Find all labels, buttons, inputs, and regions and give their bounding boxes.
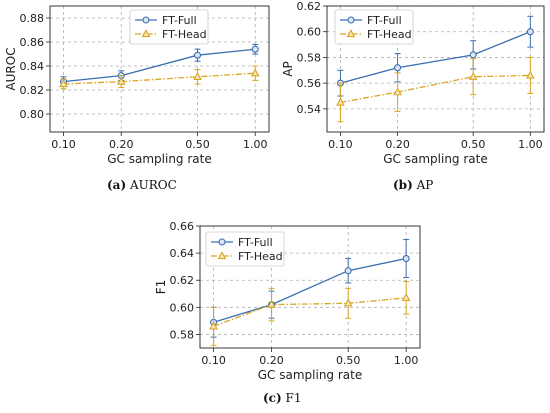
x-axis-label: GC sampling rate xyxy=(383,152,487,166)
legend-marker xyxy=(141,29,151,38)
series-line xyxy=(213,257,407,323)
caption-auroc: (a) AUROC xyxy=(107,178,177,192)
chart-auroc-svg: 0.80 0.82 0.84 0.86 0.88 0.10 0.20 0.50 1.00 GC s… xyxy=(4,5,270,166)
data-point xyxy=(401,293,411,301)
y-tick-label: 0.58 xyxy=(170,328,195,341)
caption-tag: (c) xyxy=(263,391,282,405)
x-axis-label: GC sampling rate xyxy=(107,152,211,166)
y-tick-label: 0.82 xyxy=(20,84,45,97)
x-tick-label: 1.00 xyxy=(243,138,268,151)
legend-marker xyxy=(142,16,150,24)
caption-ap: (b) AP xyxy=(393,178,433,192)
x-tick-label: 0.10 xyxy=(201,354,226,367)
caption-text: AUROC xyxy=(129,178,177,192)
caption-tag: (b) xyxy=(393,178,413,192)
series-line xyxy=(63,72,256,85)
chart-ap: 0.54 0.56 0.58 0.60 0.62 0.10 0.20 0.50 1.00 GC s… xyxy=(277,0,550,166)
data-point xyxy=(393,87,402,96)
x-tick-label: 0.20 xyxy=(385,138,410,151)
data-point xyxy=(343,298,353,307)
data-point xyxy=(59,79,68,88)
y-tick-label: 0.86 xyxy=(20,36,45,49)
y-tick-label: 0.58 xyxy=(297,51,322,64)
y-axis-label: AUROC xyxy=(4,47,18,90)
y-axis-label: F1 xyxy=(154,280,168,295)
legend-label: FT-Head xyxy=(238,250,283,263)
data-point xyxy=(469,51,477,59)
legend-marker xyxy=(218,238,226,246)
data-point xyxy=(468,71,478,80)
chart-f1-svg: 0.58 0.60 0.62 0.64 0.66 0.10 0.20 0.50 1.00 GC s… xyxy=(154,220,421,382)
x-tick-label: 0.20 xyxy=(109,138,134,151)
data-point xyxy=(394,64,402,72)
legend-label: FT-Full xyxy=(162,14,197,27)
data-point xyxy=(336,97,345,106)
x-tick-label: 0.10 xyxy=(51,138,76,151)
legend-label: FT-Head xyxy=(162,28,207,41)
data-point xyxy=(116,76,126,85)
y-tick-label: 0.62 xyxy=(170,274,195,287)
y-tick-label: 0.60 xyxy=(170,301,195,314)
y-tick-label: 0.56 xyxy=(297,77,322,90)
data-point xyxy=(402,254,410,263)
plot-frame xyxy=(326,5,545,133)
data-point xyxy=(526,28,534,36)
x-tick-label: 0.50 xyxy=(336,354,361,367)
data-point xyxy=(344,267,352,275)
data-point xyxy=(193,72,202,80)
y-tick-label: 0.62 xyxy=(297,0,322,13)
y-tick-label: 0.60 xyxy=(297,26,322,39)
legend-label: FT-Head xyxy=(367,28,412,41)
series-line xyxy=(340,74,531,104)
y-tick-label: 0.54 xyxy=(297,103,322,116)
legend-label: FT-Full xyxy=(367,14,402,27)
chart-auroc: 0.80 0.82 0.84 0.86 0.88 0.10 0.20 0.50 1.00 GC s… xyxy=(0,0,275,166)
legend-box xyxy=(205,231,285,267)
y-tick-label: 0.88 xyxy=(20,12,45,25)
data-point xyxy=(193,51,202,59)
y-tick-label: 0.80 xyxy=(20,108,45,121)
legend-box xyxy=(129,9,209,45)
series-line xyxy=(213,297,407,327)
data-point xyxy=(209,321,218,330)
y-tick-label: 0.66 xyxy=(170,220,195,233)
data-point xyxy=(267,299,276,308)
legend-box xyxy=(334,9,414,45)
data-point xyxy=(250,68,260,77)
legend-marker xyxy=(346,29,356,38)
chart-ap-svg: 0.54 0.56 0.58 0.60 0.62 0.10 0.20 0.50 1.00 GC s… xyxy=(281,0,545,166)
caption-text: F1 xyxy=(285,391,302,405)
y-tick-label: 0.64 xyxy=(170,247,195,260)
series-line xyxy=(340,31,531,84)
x-tick-label: 0.50 xyxy=(461,138,486,151)
legend-label: FT-Full xyxy=(238,236,273,249)
data-point xyxy=(251,45,259,53)
legend-marker xyxy=(217,251,227,260)
caption-f1: (c) F1 xyxy=(263,391,301,405)
legend-marker xyxy=(347,16,355,24)
x-tick-label: 0.20 xyxy=(259,354,284,367)
plot-frame xyxy=(49,5,270,133)
y-tick-label: 0.84 xyxy=(20,60,45,73)
series-line xyxy=(63,48,256,83)
plot-frame xyxy=(199,225,421,349)
x-tick-label: 1.00 xyxy=(518,138,543,151)
data-point xyxy=(526,70,535,79)
caption-text: AP xyxy=(416,178,434,192)
x-tick-label: 0.50 xyxy=(185,138,210,151)
x-tick-label: 1.00 xyxy=(394,354,419,367)
y-axis-label: AP xyxy=(281,61,295,76)
caption-tag: (a) xyxy=(107,178,127,192)
x-tick-label: 0.10 xyxy=(328,138,353,151)
x-axis-label: GC sampling rate xyxy=(258,368,362,382)
chart-f1: 0.58 0.60 0.62 0.64 0.66 0.10 0.20 0.50 1.00 GC s… xyxy=(150,210,425,382)
